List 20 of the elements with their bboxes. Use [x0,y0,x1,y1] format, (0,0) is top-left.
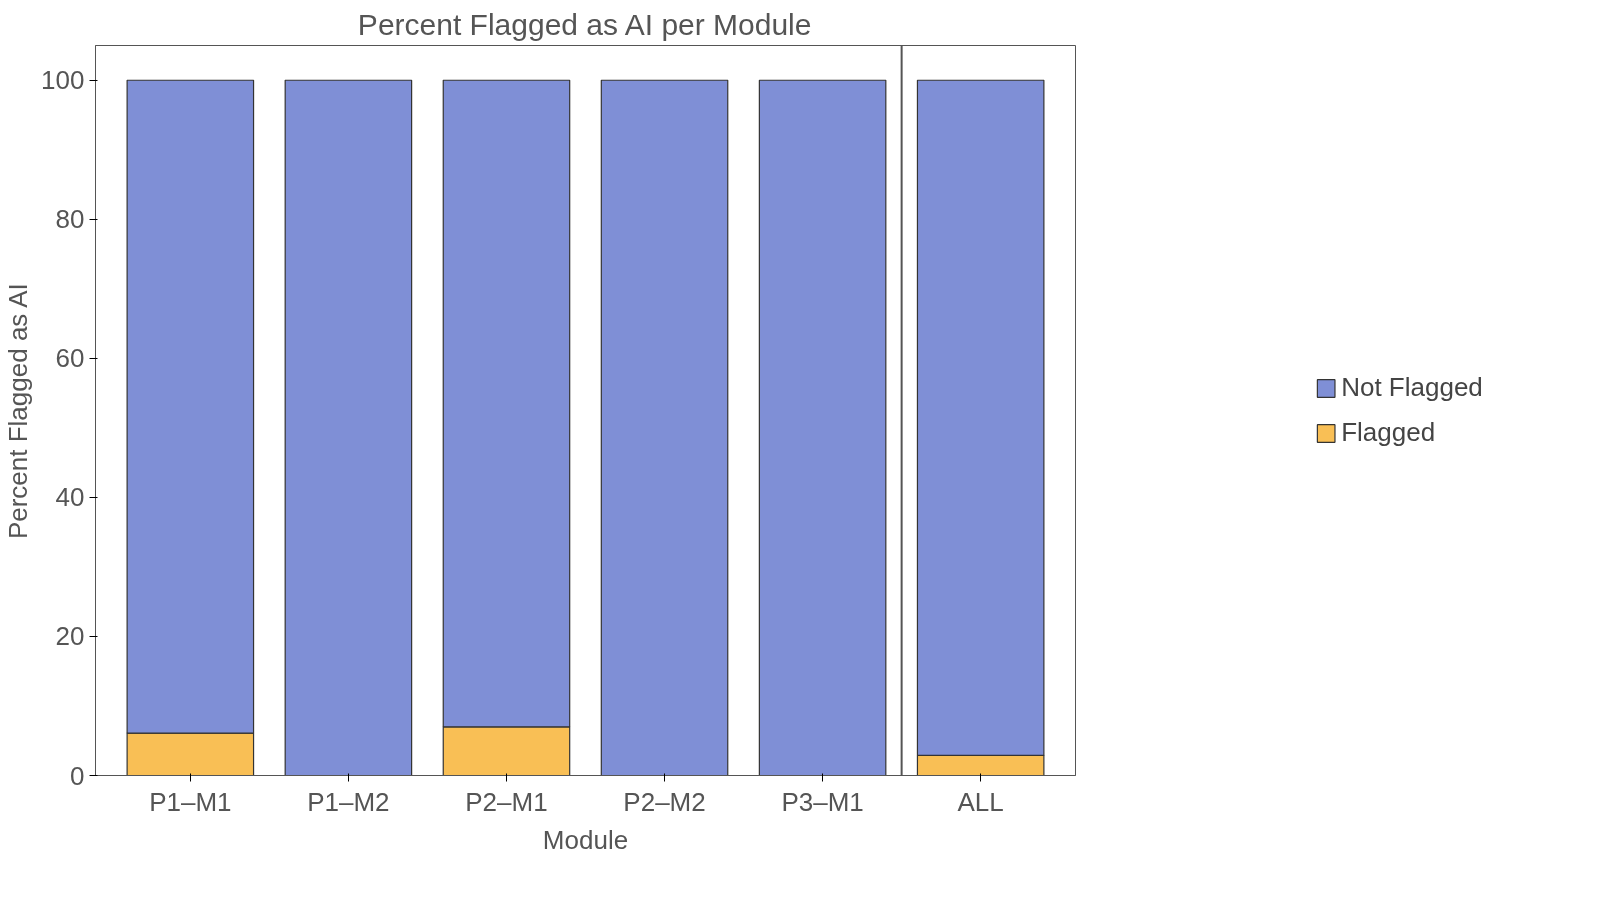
legend-label: Flagged [1341,417,1436,448]
bar [600,79,729,776]
y-tick-label: 0 [70,760,85,791]
y-tick-label: 40 [55,482,85,513]
y-tick-label: 20 [55,621,85,652]
x-tick-label: P3–M1 [781,786,864,817]
x-tick-label: P1–M1 [149,786,232,817]
y-tick-label: 80 [55,204,85,235]
x-tick-label: P2–M1 [465,786,548,817]
bar [284,79,413,776]
chart-title: Percent Flagged as AI per Module [357,7,812,41]
y-axis-title: Percent Flagged as AI [3,283,34,540]
y-tick-label: 100 [41,65,85,96]
x-tick-label: P1–M2 [307,786,390,817]
x-tick-label: P2–M2 [623,786,706,817]
x-tick-label: ALL [957,786,1004,817]
x-axis-title: Module [542,824,629,855]
legend-label: Not Flagged [1341,372,1483,403]
y-tick-label: 60 [55,343,85,374]
bar [758,79,887,776]
